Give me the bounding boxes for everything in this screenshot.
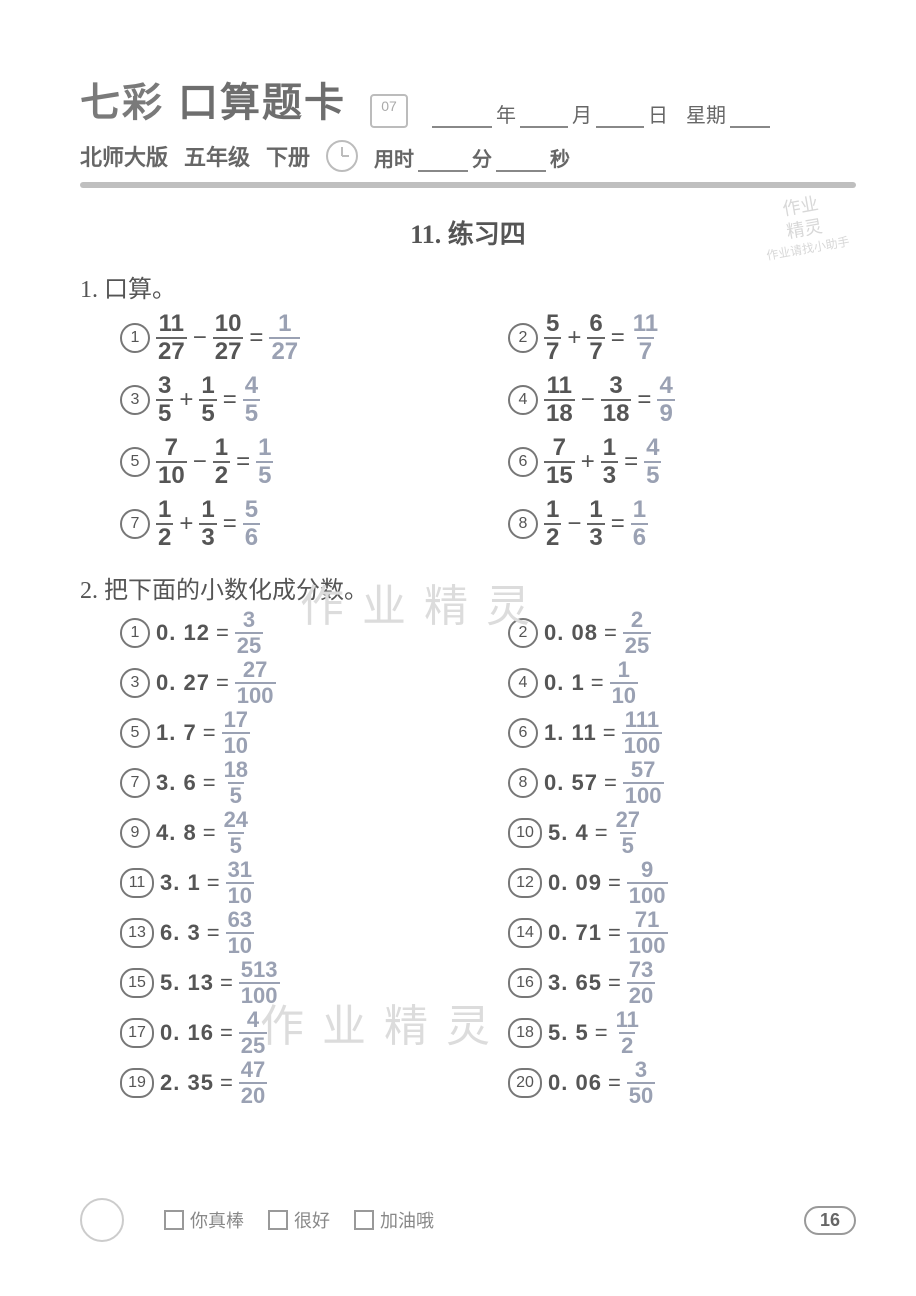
footer: 你真棒 很好 加油哦 16 bbox=[80, 1198, 856, 1242]
page-number: 16 bbox=[804, 1206, 856, 1235]
q1-heading: 1. 口算。 bbox=[80, 269, 856, 304]
q2-item: 170. 16=425 bbox=[120, 1011, 468, 1055]
q2-item: 94. 8=245 bbox=[120, 811, 468, 855]
q2-item: 140. 71=71100 bbox=[508, 911, 856, 955]
q1-item: 712+13=56 bbox=[120, 496, 468, 552]
title: 口算题卡 bbox=[178, 70, 346, 128]
rating-checkbox[interactable]: 加油哦 bbox=[354, 1207, 434, 1233]
volume: 下册 bbox=[266, 140, 310, 172]
q2-item: 105. 4=275 bbox=[508, 811, 856, 855]
edition: 北师大版 bbox=[80, 140, 168, 172]
q2-item: 200. 06=350 bbox=[508, 1061, 856, 1105]
q1-item: 5710−12=15 bbox=[120, 434, 468, 490]
mascot-icon bbox=[80, 1198, 124, 1242]
q2-item: 51. 7=1710 bbox=[120, 711, 468, 755]
q1-item: 335+15=45 bbox=[120, 372, 468, 428]
q2-item: 163. 65=7320 bbox=[508, 961, 856, 1005]
q2-item: 120. 09=9100 bbox=[508, 861, 856, 905]
q2-item: 10. 12=325 bbox=[120, 611, 468, 655]
q2-item: 73. 6=185 bbox=[120, 761, 468, 805]
brand: 七彩 bbox=[80, 70, 164, 128]
header: 七彩 口算题卡 年 月 日 星期 北师大版 五年级 下册 用时 分 秒 bbox=[80, 70, 856, 188]
q1-item: 6715+13=45 bbox=[508, 434, 856, 490]
q2-item: 113. 1=3110 bbox=[120, 861, 468, 905]
q2-item: 40. 1=110 bbox=[508, 661, 856, 705]
q1-item: 257+67=117 bbox=[508, 310, 856, 366]
q2-item: 30. 27=27100 bbox=[120, 661, 468, 705]
q2-item: 136. 3=6310 bbox=[120, 911, 468, 955]
q2-item: 20. 08=225 bbox=[508, 611, 856, 655]
calendar-icon bbox=[370, 94, 408, 128]
rating-checkbox[interactable]: 你真棒 bbox=[164, 1207, 244, 1233]
worksheet-page: 七彩 口算题卡 年 月 日 星期 北师大版 五年级 下册 用时 分 秒 作业精灵 bbox=[0, 0, 916, 1296]
q1-item: 812−13=16 bbox=[508, 496, 856, 552]
q1-item: 41118−318=49 bbox=[508, 372, 856, 428]
q1-grid: 11127−1027=127 257+67=117 335+15=45 41118−3… bbox=[120, 304, 856, 552]
q2-item: 155. 13=513100 bbox=[120, 961, 468, 1005]
section-title: 11. 练习四 bbox=[80, 214, 856, 251]
q2-item: 80. 57=57100 bbox=[508, 761, 856, 805]
date-fields: 年 月 日 星期 bbox=[432, 99, 770, 128]
rating-checkbox[interactable]: 很好 bbox=[268, 1207, 330, 1233]
q2-item: 185. 5=112 bbox=[508, 1011, 856, 1055]
q2-grid: 10. 12=325 20. 08=225 30. 27=27100 40. 1=11… bbox=[120, 605, 856, 1105]
clock-icon bbox=[326, 140, 358, 172]
q1-item: 11127−1027=127 bbox=[120, 310, 468, 366]
divider bbox=[80, 182, 856, 188]
grade: 五年级 bbox=[184, 140, 250, 172]
q2-item: 61. 11=111100 bbox=[508, 711, 856, 755]
q2-heading: 2. 把下面的小数化成分数。 bbox=[80, 570, 856, 605]
q2-item: 192. 35=4720 bbox=[120, 1061, 468, 1105]
